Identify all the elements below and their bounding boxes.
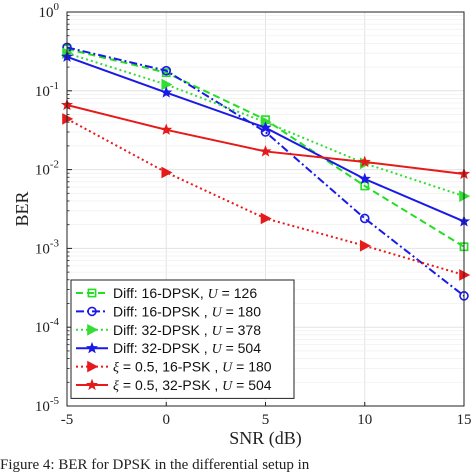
legend-label: ξ = 0.5, 16-PSK , U = 180 (113, 359, 272, 376)
legend-separator: , (204, 340, 212, 356)
y-tick-base: 10 (35, 320, 50, 336)
data-point (260, 212, 272, 225)
x-tick-label: 5 (262, 412, 270, 428)
x-tick-label: 10 (357, 412, 372, 428)
legend-box (70, 279, 295, 399)
legend-name: = 0.5, 16-PSK (119, 359, 214, 375)
legend-name: = 0.5, 32-PSK (119, 377, 214, 393)
y-tick-base: 10 (35, 84, 50, 100)
series-line (66, 118, 465, 276)
y-tick-exponent: -5 (50, 395, 60, 407)
legend-label: ξ = 0.5, 32-PSK , U = 504 (113, 377, 272, 394)
legend-item: ξ = 0.5, 16-PSK , U = 180 (76, 359, 272, 376)
legend-marker (87, 288, 97, 298)
legend-value: = 504 (232, 377, 272, 393)
legend-marker (87, 323, 99, 336)
legend-variable: U (208, 287, 219, 302)
legend-separator: , (214, 359, 222, 375)
legend-value: = 504 (222, 340, 262, 356)
y-tick-exponent: -4 (50, 316, 60, 328)
figure-caption: Figure 4: BER for DPSK in the differenti… (0, 457, 310, 473)
x-tick-label: -5 (61, 412, 74, 428)
data-point (161, 65, 172, 76)
legend-variable: U (222, 379, 233, 394)
legend-marker (87, 306, 97, 317)
legend-item: Diff: 16-DPSK , U = 180 (76, 303, 261, 320)
data-point (359, 239, 371, 252)
y-tick-base: 10 (35, 399, 50, 415)
legend-variable: U (212, 342, 223, 357)
data-point (358, 172, 371, 185)
data-point (359, 213, 370, 224)
y-tick-exponent: -1 (50, 80, 59, 92)
legend-separator: , (204, 303, 212, 319)
legend-separator: , (204, 322, 212, 338)
legend-item: ξ = 0.5, 32-PSK , U = 504 (76, 377, 272, 394)
data-point (160, 86, 173, 98)
y-tick-base: 10 (35, 163, 50, 179)
legend-name: Diff: 16-DPSK (113, 285, 201, 301)
data-point (259, 121, 272, 133)
legend-marker (85, 341, 99, 354)
legend-item: Diff: 32-DPSK , U = 504 (76, 340, 261, 357)
legend-separator: , (214, 377, 222, 393)
y-tick-label: 10-3 (35, 237, 60, 257)
y-tick-label: 100 (39, 1, 60, 21)
data-point (161, 78, 173, 91)
data-point (259, 145, 272, 157)
legend-label: Diff: 16-DPSK , U = 180 (113, 303, 261, 320)
legend-value: = 180 (222, 303, 262, 319)
y-tick-base: 10 (39, 5, 54, 21)
legend-item: Diff: 16-DPSK, U = 126 (76, 285, 257, 302)
legend-name: Diff: 16-DPSK (113, 303, 204, 319)
data-point (358, 155, 371, 168)
legend-marker (87, 360, 99, 373)
legend-marker (85, 378, 99, 391)
legend-item: Diff: 32-DPSK , U = 378 (76, 322, 261, 339)
y-tick-exponent: 0 (54, 1, 60, 13)
y-tick-base: 10 (35, 241, 50, 257)
data-point (360, 181, 370, 191)
legend-label: Diff: 16-DPSK, U = 126 (113, 285, 257, 302)
legend-label: Diff: 32-DPSK , U = 378 (113, 322, 261, 339)
y-axis-label: BER (12, 191, 32, 226)
legend-value: = 378 (222, 322, 262, 338)
series-line (66, 46, 465, 297)
legend-value: = 180 (232, 359, 272, 375)
legend-value: = 126 (218, 285, 258, 301)
legend-variable: U (222, 361, 233, 376)
y-tick-label: 10-5 (35, 395, 60, 415)
legend-symbol: ξ (113, 379, 119, 394)
y-tick-exponent: -3 (50, 237, 60, 249)
legend-label: Diff: 32-DPSK , U = 504 (113, 340, 261, 357)
legend-variable: U (212, 324, 223, 339)
y-tick-label: 10-2 (35, 159, 59, 179)
legend-variable: U (212, 305, 223, 320)
legend-name: Diff: 32-DPSK (113, 340, 204, 356)
legend-separator: , (200, 285, 208, 301)
legend-symbol: ξ (113, 361, 119, 376)
data-point (161, 166, 173, 179)
y-tick-label: 10-4 (35, 316, 60, 336)
x-tick-label: 0 (163, 412, 171, 428)
x-axis-label: SNR (dB) (229, 428, 302, 449)
x-tick-label: 15 (457, 412, 472, 428)
y-tick-exponent: -2 (50, 159, 59, 171)
legend-name: Diff: 32-DPSK (113, 322, 204, 338)
y-tick-label: 10-1 (35, 80, 59, 100)
data-point (160, 123, 173, 135)
